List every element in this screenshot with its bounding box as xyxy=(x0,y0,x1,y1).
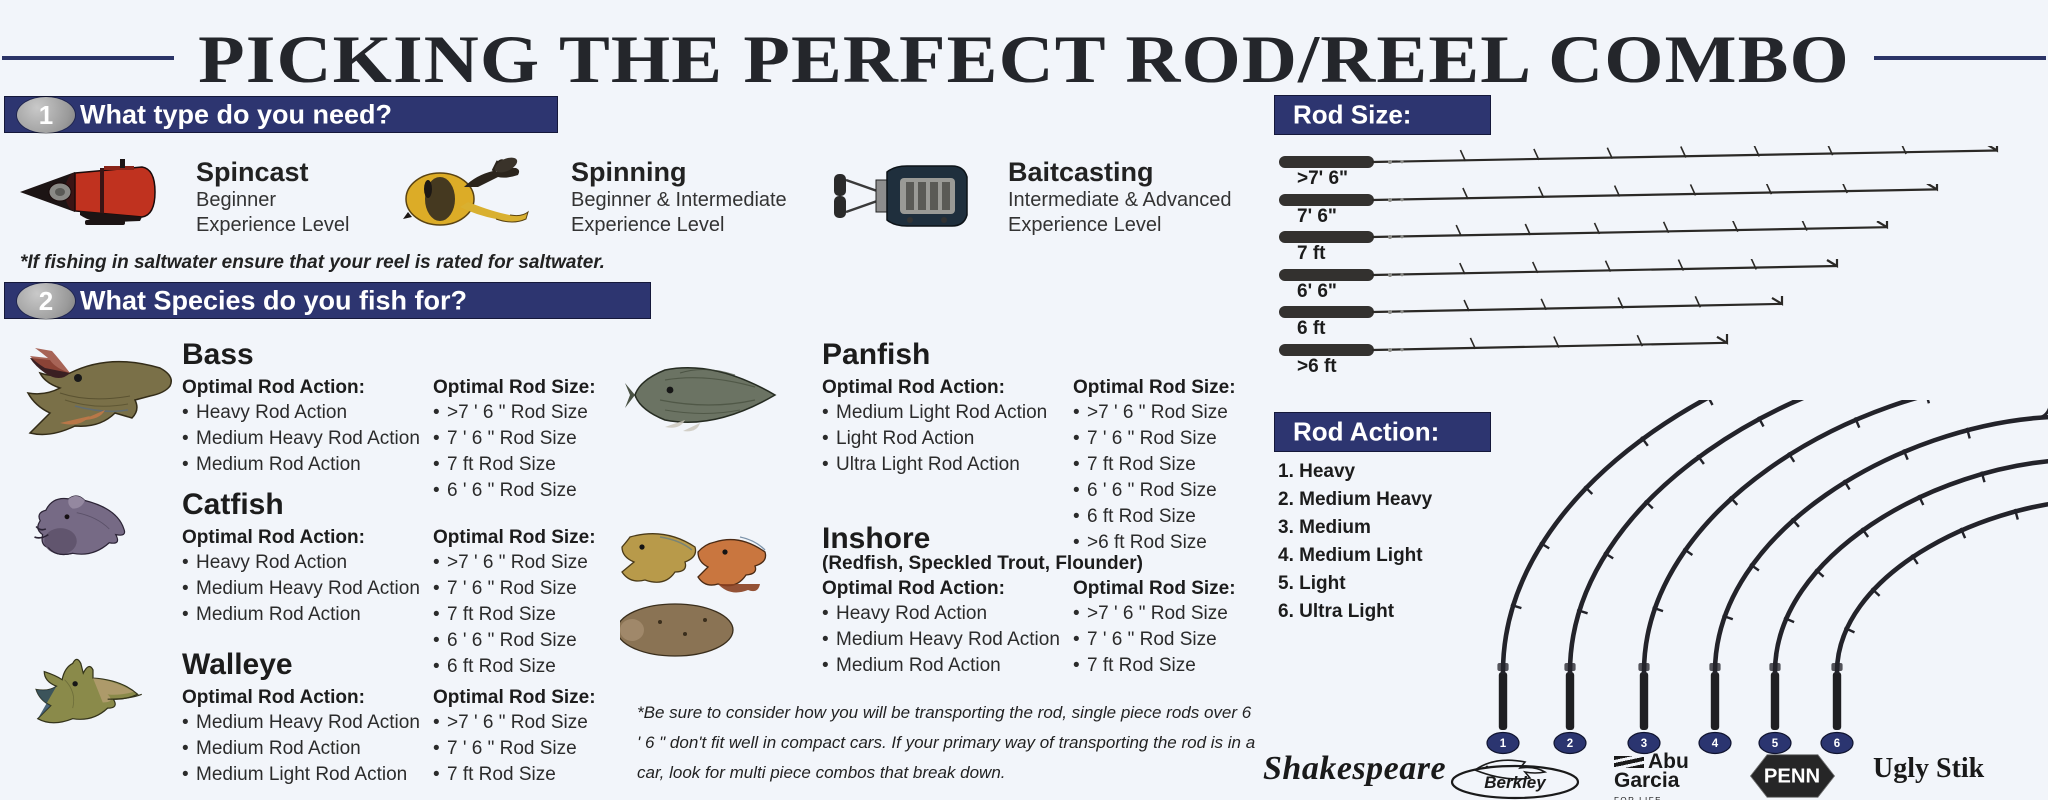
svg-text:3: 3 xyxy=(1641,738,1647,750)
svg-text:1: 1 xyxy=(1500,738,1507,750)
svg-text:4: 4 xyxy=(1712,738,1719,750)
svg-text:PENN: PENN xyxy=(1764,765,1820,787)
svg-text:6: 6 xyxy=(1834,738,1840,750)
svg-text:Berkley: Berkley xyxy=(1484,773,1547,792)
svg-text:2: 2 xyxy=(1567,738,1573,750)
svg-text:5: 5 xyxy=(1772,738,1779,750)
